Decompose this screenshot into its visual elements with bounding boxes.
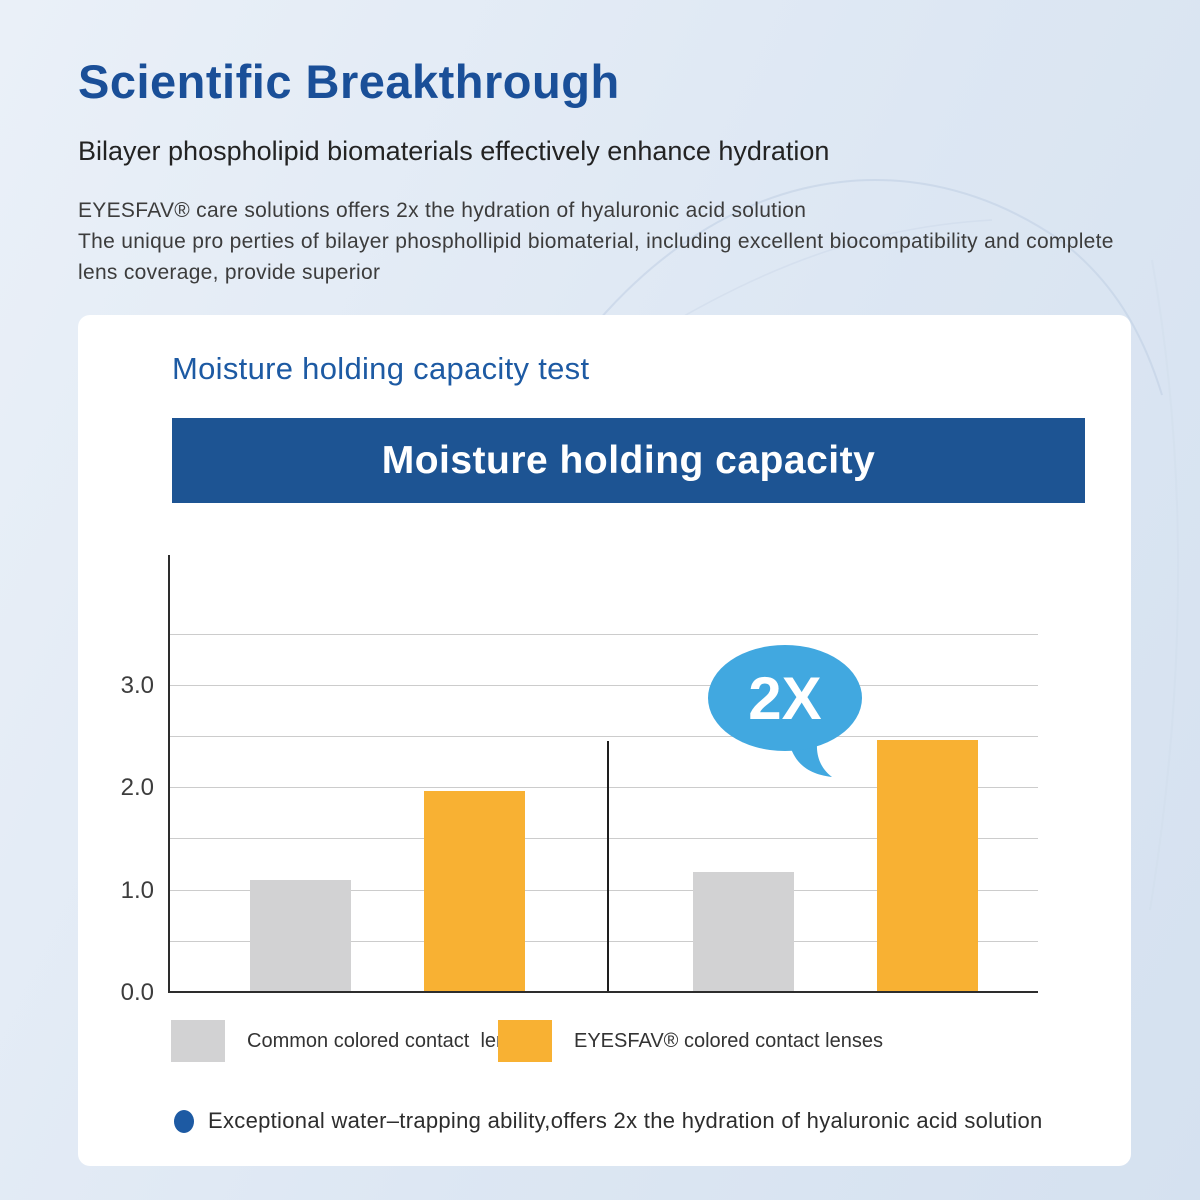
chart-title-banner: Moisture holding capacity: [172, 418, 1085, 503]
bar-eyesfav-group-1: [424, 791, 525, 991]
bar-common-group-1: [250, 880, 351, 991]
bar-eyesfav-group-2: [877, 740, 978, 991]
legend-item-common: Common colored contact lenses: [171, 1020, 538, 1062]
card-heading: Moisture holding capacity test: [172, 351, 590, 386]
gridline: [168, 838, 1038, 840]
plot-area: 2X 0.0 1.0 2.0 3.0: [121, 555, 1038, 1006]
gridline: [168, 684, 1038, 686]
group-divider-line: [607, 741, 609, 991]
bar-common-group-2: [693, 872, 794, 991]
intro-line-1: EYESFAV® care solutions offers 2x the hy…: [78, 199, 807, 222]
y-axis-tick-label: 1.0: [120, 876, 154, 904]
annotation-label: 2X: [748, 665, 821, 732]
y-axis-tick-label: 0.0: [120, 979, 154, 1006]
intro-paragraph: EYESFAV® care solutions offers 2x the hy…: [78, 195, 1114, 288]
bullet-text: Exceptional water–trapping ability,offer…: [208, 1108, 1043, 1133]
bullet-dot-icon: [174, 1109, 194, 1133]
gridline: [168, 787, 1038, 789]
page-title: Scientific Breakthrough: [78, 55, 620, 108]
gridline: [168, 889, 1038, 891]
gridline: [168, 940, 1038, 942]
gridline: [168, 736, 1038, 737]
legend-swatch-gray: [171, 1020, 225, 1062]
x-axis-line: [168, 991, 1038, 993]
intro-line-3: lens coverage, provide superior: [78, 261, 381, 284]
chart-title: Moisture holding capacity: [381, 438, 876, 482]
legend-item-eyesfav: EYESFAV® colored contact lenses: [498, 1020, 883, 1062]
intro-line-2: The unique pro perties of bilayer phosph…: [78, 230, 1114, 253]
y-axis-tick-label: 2.0: [120, 774, 154, 802]
page-subtitle: Bilayer phospholipid biomaterials effect…: [78, 136, 830, 166]
bullet-note: Exceptional water–trapping ability,offer…: [174, 1108, 1043, 1134]
legend-label-eyesfav: EYESFAV® colored contact lenses: [574, 1029, 883, 1052]
annotation-speech-bubble: 2X: [708, 645, 862, 777]
legend-label-common: Common colored contact lenses: [247, 1029, 539, 1052]
chart-card: Moisture holding capacity test Moisture …: [78, 315, 1131, 1166]
y-axis-tick-label: 3.0: [120, 671, 154, 699]
gridline: [168, 633, 1038, 635]
y-axis-line: [168, 555, 170, 993]
legend-swatch-yellow: [498, 1020, 552, 1062]
